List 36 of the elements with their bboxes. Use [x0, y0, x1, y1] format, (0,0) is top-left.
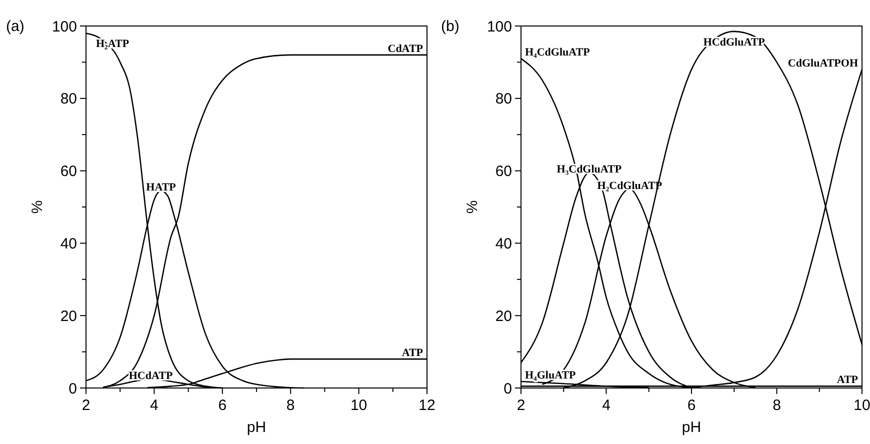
x-tick-label: 10	[854, 397, 870, 414]
x-tick-label: 12	[418, 397, 436, 414]
x-tick-label: 6	[218, 397, 227, 414]
x-tick-label: 8	[772, 397, 781, 414]
series-label: HCdATP	[128, 370, 173, 382]
chart-title: (a)	[6, 18, 24, 35]
x-axis-title: pH	[246, 419, 266, 436]
x-tick-label: 2	[82, 397, 90, 414]
y-tick-label: 20	[60, 308, 77, 325]
y-tick-label: 0	[68, 380, 77, 398]
y-axis-title: %	[464, 200, 481, 214]
y-tick-label: 0	[504, 380, 512, 398]
series-label: ATP	[402, 347, 424, 360]
x-tick-label: 6	[687, 397, 696, 414]
x-tick-label: 8	[286, 397, 295, 414]
series-label: H₄CdGluATP	[525, 46, 590, 59]
x-tick-label: 2	[516, 397, 526, 414]
y-tick-label: 40	[495, 235, 512, 252]
y-tick-label: 80	[60, 90, 77, 108]
series-label: CdATP	[388, 42, 424, 55]
series-label: ATP	[836, 374, 858, 386]
y-axis-title: %	[29, 200, 46, 214]
series-label: HATP	[146, 182, 176, 194]
series-label: CdGluATPOH	[788, 57, 858, 70]
y-tick-label: 100	[52, 18, 77, 36]
y-tick-label: 60	[495, 163, 512, 180]
y-tick-label: 60	[60, 163, 77, 180]
x-tick-label: 4	[602, 397, 610, 414]
chart-title: (b)	[441, 18, 460, 35]
y-tick-label: 80	[495, 90, 512, 108]
y-tick-label: 40	[60, 235, 77, 252]
x-tick-label: 4	[150, 397, 158, 414]
x-axis-title: pH	[682, 419, 702, 436]
y-tick-label: 100	[486, 18, 512, 36]
x-tick-label: 10	[350, 397, 368, 414]
y-tick-label: 20	[495, 308, 512, 325]
